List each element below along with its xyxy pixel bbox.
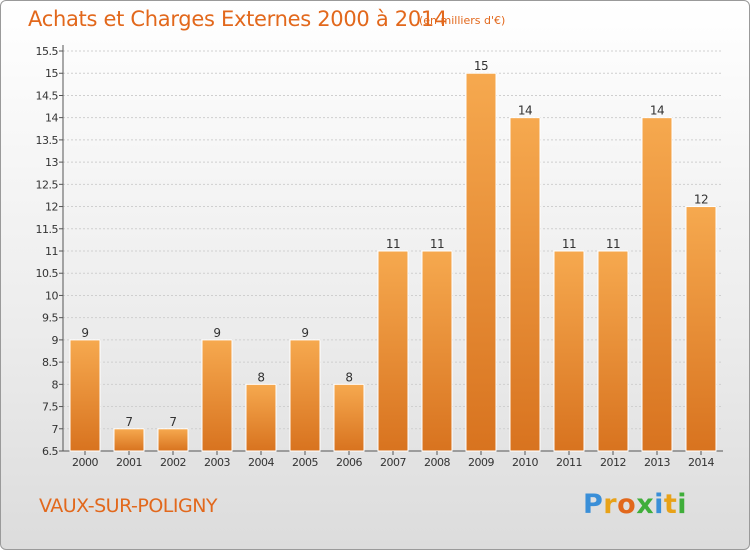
chart-subtitle: (en milliers d'€) bbox=[419, 14, 506, 27]
y-tick-label: 7 bbox=[52, 423, 59, 436]
bar-value-label: 14 bbox=[650, 104, 664, 118]
x-tick-label: 2007 bbox=[380, 456, 406, 469]
y-tick-label: 14.5 bbox=[36, 89, 59, 102]
x-tick-label: 2001 bbox=[116, 456, 142, 469]
y-tick-label: 13 bbox=[45, 156, 58, 169]
x-tick-label: 2004 bbox=[248, 456, 274, 469]
x-tick-label: 2006 bbox=[336, 456, 362, 469]
logo-letter: i bbox=[677, 489, 688, 520]
bar-value-label: 9 bbox=[301, 326, 308, 340]
bar-value-label: 8 bbox=[345, 370, 352, 384]
bars bbox=[69, 72, 717, 452]
bar bbox=[465, 72, 497, 452]
bar-value-label: 11 bbox=[386, 237, 400, 251]
y-tick-label: 12.5 bbox=[36, 178, 59, 191]
logo-letter: i bbox=[654, 489, 664, 520]
bar-value-label: 7 bbox=[125, 415, 132, 429]
logo-letter: P bbox=[583, 489, 604, 520]
bar-value-label: 12 bbox=[694, 193, 708, 207]
y-tick-label: 12 bbox=[45, 201, 58, 214]
bar bbox=[157, 428, 189, 452]
y-tick-label: 8 bbox=[52, 378, 59, 391]
bar bbox=[245, 383, 277, 452]
x-tick-label: 2003 bbox=[204, 456, 230, 469]
data-labels: 9 7 7 9 8 9 8 11 11 15 14 11 11 14 12 bbox=[81, 59, 708, 429]
bar bbox=[685, 206, 717, 452]
x-tick-label: 2002 bbox=[160, 456, 186, 469]
bar bbox=[201, 339, 233, 452]
y-tick-label: 10 bbox=[45, 289, 58, 302]
y-tick-label: 11.5 bbox=[36, 223, 59, 236]
x-tick-label: 2013 bbox=[644, 456, 670, 469]
y-tick-label: 10.5 bbox=[36, 267, 59, 280]
x-tick-label: 2012 bbox=[600, 456, 626, 469]
logo-letter: o bbox=[617, 489, 637, 520]
y-tick-label: 15 bbox=[45, 67, 58, 80]
bar bbox=[509, 117, 541, 452]
y-tick-label: 11 bbox=[45, 245, 58, 258]
proxiti-logo: Proxiti bbox=[583, 489, 687, 520]
bar-value-label: 15 bbox=[474, 59, 488, 73]
bar bbox=[641, 117, 673, 452]
x-tick-label: 2005 bbox=[292, 456, 318, 469]
bar bbox=[421, 250, 453, 452]
x-tick-label: 2000 bbox=[72, 456, 98, 469]
bar-value-label: 8 bbox=[257, 370, 264, 384]
x-tick-label: 2014 bbox=[688, 456, 714, 469]
y-tick-label: 7.5 bbox=[42, 401, 58, 414]
bar-value-label: 7 bbox=[169, 415, 176, 429]
bar-value-label: 11 bbox=[430, 237, 444, 251]
y-tick-label: 9 bbox=[52, 334, 59, 347]
y-tick-label: 6.5 bbox=[42, 445, 58, 458]
y-tick-label: 9.5 bbox=[42, 312, 58, 325]
chart-title: Achats et Charges Externes 2000 à 2014 bbox=[28, 7, 448, 31]
bar-value-label: 9 bbox=[213, 326, 220, 340]
bar bbox=[553, 250, 585, 452]
bar-value-label: 11 bbox=[562, 237, 576, 251]
bar-value-label: 14 bbox=[518, 104, 532, 118]
x-tick-label: 2009 bbox=[468, 456, 494, 469]
x-tick-label: 2011 bbox=[556, 456, 582, 469]
bar bbox=[377, 250, 409, 452]
bar bbox=[289, 339, 321, 452]
bar bbox=[333, 383, 365, 452]
y-axis-ticks: 6.5 7 7.5 8 8.5 9 9.5 10 10.5 11 11.5 12 12.5 13 13.5 1… bbox=[36, 45, 63, 458]
x-tick-label: 2010 bbox=[512, 456, 538, 469]
x-axis-ticks: 2000 2001 2002 2003 2004 2005 2006 2007 2008 2009… bbox=[72, 451, 715, 469]
logo-letter: t bbox=[663, 489, 678, 520]
bar bbox=[597, 250, 629, 452]
y-tick-label: 15.5 bbox=[36, 45, 59, 58]
y-tick-label: 13.5 bbox=[36, 134, 59, 147]
bar-value-label: 9 bbox=[81, 326, 88, 340]
logo-letter: r bbox=[603, 489, 618, 520]
x-tick-label: 2008 bbox=[424, 456, 450, 469]
y-tick-label: 14 bbox=[45, 112, 58, 125]
y-tick-label: 8.5 bbox=[42, 356, 58, 369]
bar bbox=[69, 339, 101, 452]
place-name: VAUX-SUR-POLIGNY bbox=[39, 495, 218, 517]
logo-letter: x bbox=[636, 489, 655, 520]
bar-value-label: 11 bbox=[606, 237, 620, 251]
bar bbox=[113, 428, 145, 452]
